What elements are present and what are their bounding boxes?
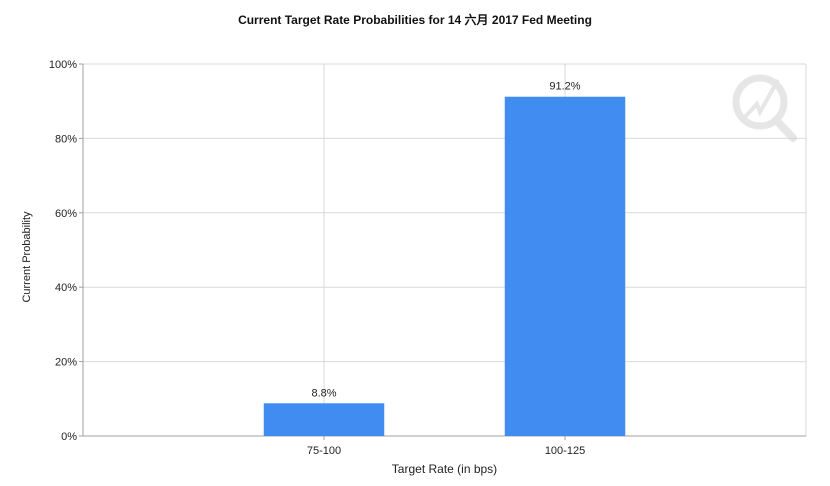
grid-layer bbox=[79, 63, 807, 440]
bars-layer bbox=[263, 96, 626, 437]
y-tick-label: 100% bbox=[49, 59, 77, 71]
y-tick-label: 60% bbox=[55, 208, 77, 220]
data-label: 8.8% bbox=[311, 387, 336, 399]
y-tick-label: 40% bbox=[55, 282, 77, 294]
watermark-logo bbox=[732, 74, 797, 142]
data-label: 91.2% bbox=[549, 81, 580, 93]
chart-title: Current Target Rate Probabilities for 14… bbox=[238, 13, 592, 27]
y-tick-label: 0% bbox=[61, 431, 77, 443]
bar bbox=[263, 403, 385, 436]
y-tick-label: 80% bbox=[55, 133, 77, 145]
x-axis-title: Target Rate (in bps) bbox=[391, 462, 498, 476]
x-tick-label: 100-125 bbox=[545, 445, 585, 457]
x-tick-label: 75-100 bbox=[307, 445, 341, 457]
bar bbox=[504, 96, 626, 437]
y-tick-label: 20% bbox=[55, 357, 77, 369]
labels-layer: 0% 20% 40% 60% 80% 100% 8.8% 75-100 91.2% 100-125 bbox=[49, 59, 585, 457]
